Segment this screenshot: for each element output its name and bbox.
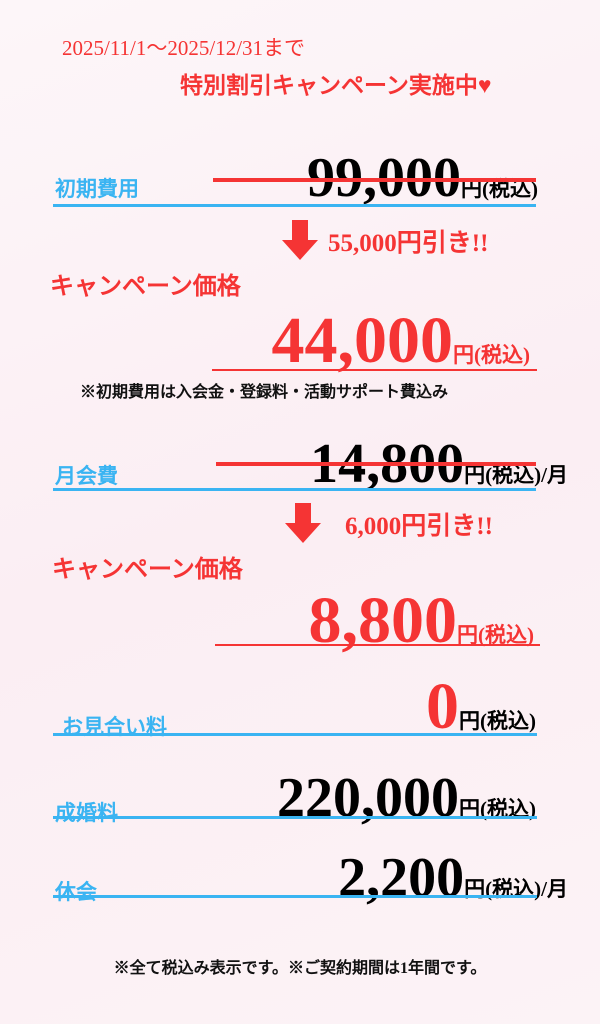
campaign-period: 2025/11/1～2025/12/31まで bbox=[62, 36, 306, 60]
arrow-down-icon bbox=[285, 503, 321, 543]
meeting-underline bbox=[53, 733, 537, 736]
footer-note: ※全て税込み表示です。※ご契約期間は1年間です。 bbox=[113, 960, 487, 977]
marriage-underline bbox=[53, 816, 537, 819]
meeting-amount: 0 bbox=[426, 670, 459, 743]
monthly-regular-unit: 円(税込)/月 bbox=[464, 463, 568, 487]
strikethrough-line bbox=[213, 178, 536, 182]
initial-fee-note: ※初期費用は入会金・登録料・活動サポート費込み bbox=[80, 384, 449, 401]
monthly-fee-label: 月会費 bbox=[55, 464, 118, 488]
monthly-discount: 6,000円引き!! bbox=[345, 513, 493, 540]
monthly-underline bbox=[53, 488, 536, 491]
initial-underline bbox=[53, 204, 536, 207]
campaign-headline: 特別割引キャンペーン実施中♥ bbox=[180, 73, 492, 98]
pause-underline bbox=[53, 895, 537, 898]
monthly-campaign-underline bbox=[215, 644, 540, 646]
marriage-fee-label: 成婚料 bbox=[55, 801, 118, 825]
monthly-campaign-label: キャンペーン価格 bbox=[52, 557, 243, 583]
initial-campaign-label: キャンペーン価格 bbox=[50, 274, 241, 300]
arrow-down-icon bbox=[282, 220, 318, 260]
pause-unit: 円(税込)/月 bbox=[464, 877, 568, 901]
initial-fee-label: 初期費用 bbox=[55, 177, 139, 201]
meeting-unit: 円(税込) bbox=[459, 709, 536, 733]
monthly-campaign-unit: 円(税込) bbox=[457, 623, 534, 647]
initial-campaign-price: 44,000 円(税込) bbox=[272, 308, 531, 374]
monthly-campaign-amount: 8,800 bbox=[308, 584, 458, 657]
pause-fee-label: 休会 bbox=[55, 880, 97, 904]
initial-campaign-unit: 円(税込) bbox=[453, 343, 530, 367]
monthly-campaign-price: 8,800 円(税込) bbox=[309, 588, 535, 654]
initial-discount: 55,000円引き!! bbox=[328, 230, 489, 257]
strikethrough-line bbox=[216, 462, 536, 466]
initial-campaign-amount: 44,000 bbox=[271, 304, 454, 377]
meeting-fee-label: お見合い料 bbox=[62, 715, 167, 739]
initial-campaign-underline bbox=[212, 369, 537, 371]
meeting-price: 0 円(税込) bbox=[426, 674, 536, 740]
